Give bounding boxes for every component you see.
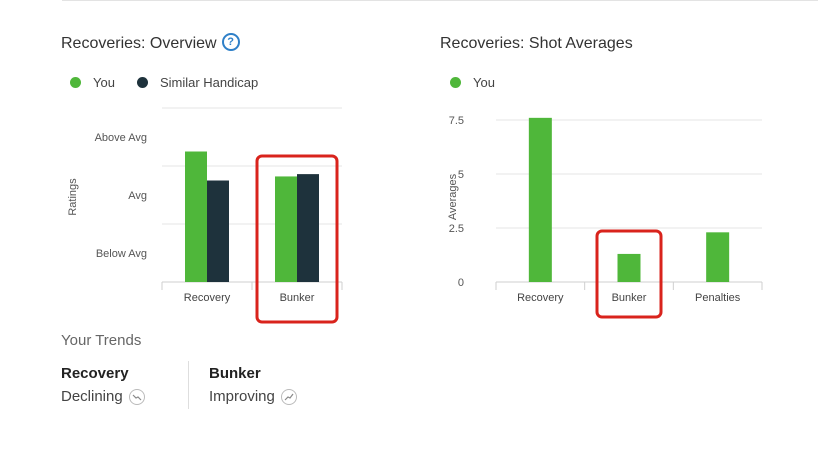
y-tick-label: 0 <box>458 277 464 289</box>
highlight-box <box>255 154 339 324</box>
averages-title: Recoveries: Shot Averages <box>440 35 633 52</box>
y-tick-label: Avg <box>128 190 147 202</box>
x-tick-label: Penalties <box>695 292 741 304</box>
bar-you <box>617 253 641 282</box>
x-tick-label: Bunker <box>280 292 315 304</box>
legend-swatch-you <box>70 77 81 88</box>
legend-label-you-averages: You <box>473 75 495 90</box>
trend-status-text: Declining <box>61 388 123 405</box>
x-tick-label: Bunker <box>612 292 647 304</box>
trend-name: Bunker <box>209 365 261 382</box>
x-tick-label: Recovery <box>184 292 231 304</box>
trend-bunker: Bunker Improving <box>209 365 297 405</box>
y-tick-label: Below Avg <box>96 248 147 260</box>
help-icon[interactable]: ? <box>221 33 240 51</box>
y-tick-label: Above Avg <box>95 132 147 144</box>
averages-chart: 0 2.5 5 7.5 Averages Recovery Bunker Penalties <box>447 115 763 319</box>
trend-recovery: Recovery Declining <box>61 365 145 405</box>
bar-similar-handicap <box>297 174 319 282</box>
trend-divider <box>188 361 189 409</box>
bar-you <box>706 232 730 282</box>
trend-status-text: Improving <box>209 388 275 405</box>
overview-title: Recoveries: Overview? <box>61 33 240 53</box>
trend-status: Improving <box>209 388 297 405</box>
legend-label-you: You <box>93 75 115 90</box>
trends-title: Your Trends <box>61 332 142 349</box>
legend-item-similar-handicap[interactable]: Similar Handicap <box>136 75 259 90</box>
highlight-box <box>595 229 663 319</box>
averages-legend: You <box>450 75 517 90</box>
top-divider <box>62 0 818 1</box>
y-tick-label: 2.5 <box>449 223 464 235</box>
overview-chart: Above Avg Avg Below Avg Ratings Recovery Bunk… <box>67 107 343 324</box>
trend-name: Recovery <box>61 365 129 382</box>
bar-you <box>528 117 552 282</box>
legend-label-similar-handicap: Similar Handicap <box>159 75 259 90</box>
bar-similar-handicap <box>207 180 229 282</box>
y-axis-label: Averages <box>447 173 459 220</box>
legend-item-you-averages[interactable]: You <box>450 75 495 90</box>
overview-legend: You Similar Handicap <box>70 75 280 90</box>
y-axis-label: Ratings <box>67 178 79 216</box>
bar-you <box>185 151 207 282</box>
legend-swatch-you-averages <box>450 77 461 88</box>
trend-down-icon <box>128 388 145 405</box>
legend-swatch-similar-handicap <box>136 77 148 88</box>
y-tick-label: 7.5 <box>449 115 464 127</box>
y-tick-label: 5 <box>458 169 464 181</box>
trend-status: Declining <box>61 388 145 405</box>
trend-up-icon <box>280 388 297 405</box>
legend-item-you[interactable]: You <box>70 75 115 90</box>
x-tick-label: Recovery <box>517 292 564 304</box>
bar-you <box>275 176 297 282</box>
